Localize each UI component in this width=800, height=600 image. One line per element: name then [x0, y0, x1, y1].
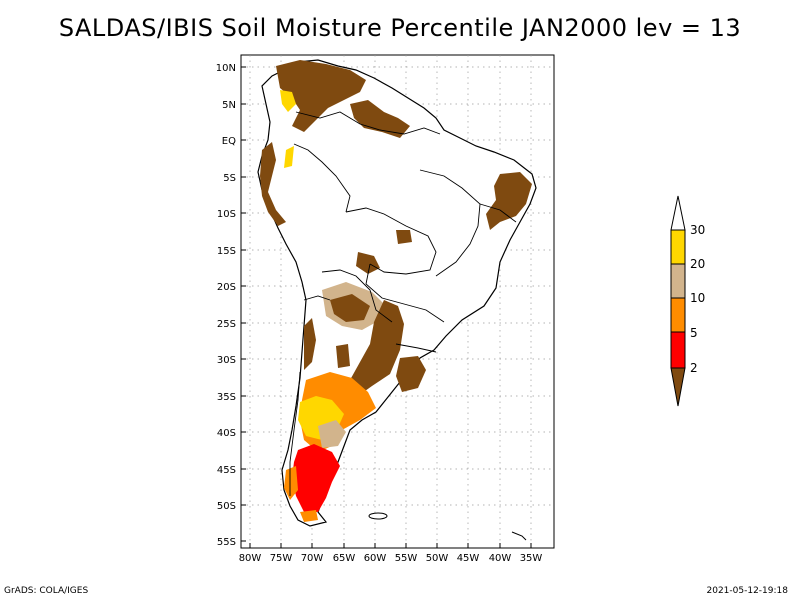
region-brown-chile [304, 318, 316, 370]
lon-label-65w: 65W [333, 553, 356, 564]
south-georgia [511, 531, 527, 541]
region-yellow-north [280, 90, 296, 112]
legend-swatch-20-30 [670, 229, 686, 265]
lon-label-55w: 55W [395, 553, 418, 564]
lon-label-50w: 50W [426, 553, 449, 564]
lon-label-40w: 40W [489, 553, 512, 564]
lon-label-45w: 45W [457, 553, 480, 564]
region-orange-south [284, 466, 298, 500]
country-boundaries [289, 111, 517, 496]
lat-label-50s: 50S [217, 501, 236, 512]
legend-swatch-10-20 [670, 263, 686, 299]
lat-label-35s: 35S [217, 392, 236, 403]
region-brown-ne-brazil [486, 172, 532, 230]
region-red-patagonia [292, 444, 340, 512]
falkland-islands [368, 512, 388, 520]
region-brown-guiana [350, 100, 410, 138]
lat-label-5n: 5N [222, 100, 236, 111]
footer-credit: GrADS: COLA/IGES [4, 586, 89, 596]
color-legend [670, 195, 686, 407]
legend-label-30: 30 [690, 223, 705, 237]
legend-label-2: 2 [690, 361, 698, 375]
lat-label-15s: 15S [217, 246, 236, 257]
region-brown-cuyo [336, 344, 350, 368]
legend-label-5: 5 [690, 326, 698, 340]
lat-label-30s: 30S [217, 355, 236, 366]
lat-label-eq: EQ [222, 136, 236, 147]
legend-label-10: 10 [690, 291, 705, 305]
region-brown-central [396, 230, 412, 244]
legend-label-20: 20 [690, 257, 705, 271]
percentile-shading [260, 60, 532, 522]
region-tan-patagonia [318, 420, 346, 448]
lat-label-40s: 40S [217, 428, 236, 439]
region-brown-argentina-north [350, 300, 404, 396]
map-title: SALDAS/IBIS Soil Moisture Percentile JAN… [58, 14, 742, 42]
region-brown-bolivia [356, 252, 380, 274]
legend-swatch-lt2 [670, 367, 686, 407]
lon-label-80w: 80W [239, 553, 262, 564]
footer-timestamp: 2021-05-12-19:18 [706, 586, 789, 596]
region-brown-uruguay [396, 356, 426, 392]
legend-swatch-gt30 [670, 195, 686, 231]
region-brown-north [276, 60, 366, 132]
legend-swatch-5-10 [670, 297, 686, 333]
lat-label-45s: 45S [217, 465, 236, 476]
lat-label-5s: 5S [223, 173, 236, 184]
lat-label-10s: 10S [217, 209, 236, 220]
lat-label-20s: 20S [217, 282, 236, 293]
lon-label-75w: 75W [270, 553, 293, 564]
lon-label-35w: 35W [520, 553, 543, 564]
region-brown-chaco [330, 294, 370, 322]
region-brown-andes-north [260, 142, 286, 226]
region-yellow-coast [284, 146, 294, 168]
lat-label-10n: 10N [216, 63, 236, 74]
legend-swatch-2-5 [670, 331, 686, 369]
region-orange-tierra [300, 510, 318, 522]
lon-ticks [249, 543, 532, 548]
lat-label-55s: 55S [217, 537, 236, 548]
lat-ticks [241, 66, 246, 542]
lat-label-25s: 25S [217, 319, 236, 330]
lon-label-60w: 60W [364, 553, 387, 564]
lon-label-70w: 70W [301, 553, 324, 564]
